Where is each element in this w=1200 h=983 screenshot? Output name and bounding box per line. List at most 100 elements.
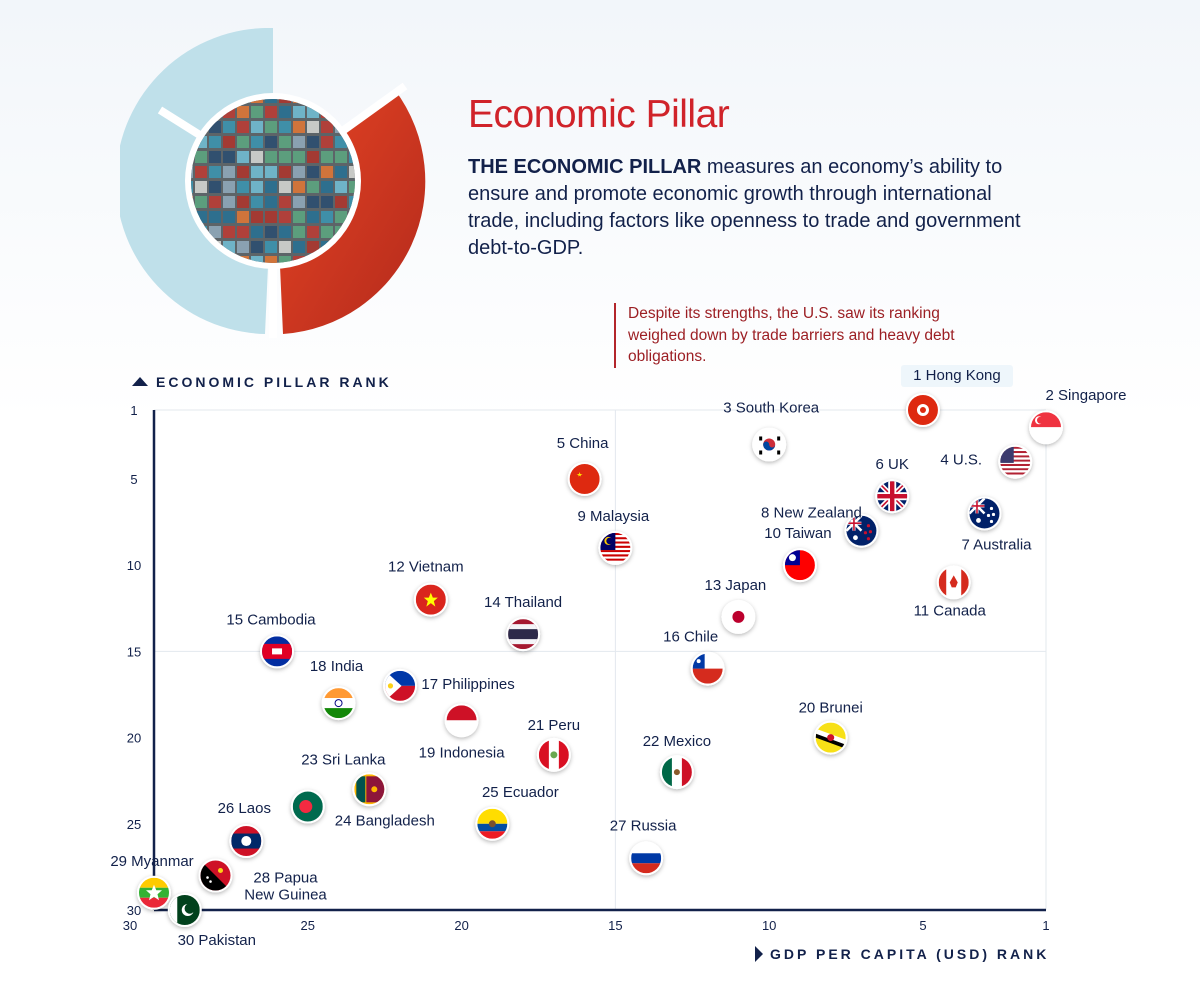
point-label: 30 Pakistan <box>178 932 256 949</box>
point-label: 13 Japan <box>705 577 767 594</box>
marker-ring <box>936 565 971 600</box>
canada-flag-icon <box>938 567 969 598</box>
data-point: 23 Sri Lanka <box>301 751 387 807</box>
marker-ring <box>444 703 479 738</box>
bangladesh-flag-icon <box>292 791 323 822</box>
data-point: 14 Thailand <box>484 594 562 652</box>
point-label: 12 Vietnam <box>388 559 464 576</box>
uk-flag-icon <box>877 481 908 512</box>
y-tick-label: 15 <box>127 644 141 659</box>
data-point: 12 Vietnam <box>388 559 464 617</box>
y-tick-label: 5 <box>130 472 137 487</box>
marker-ring <box>598 530 633 565</box>
marker-ring <box>383 668 418 703</box>
marker-ring <box>875 479 910 514</box>
x-tick-label: 30 <box>123 918 137 933</box>
point-label: 19 Indonesia <box>419 744 506 761</box>
data-point: 16 Chile <box>663 629 725 686</box>
pakistan-flag-icon <box>169 895 200 925</box>
ecuador-flag-icon <box>477 808 508 839</box>
data-point: 11 Canada <box>914 565 987 619</box>
marker-ring <box>413 582 448 617</box>
point-label: 5 China <box>557 435 609 452</box>
point-label: 26 Laos <box>218 800 271 817</box>
data-point: 15 Cambodia <box>226 611 316 669</box>
marker-ring <box>752 427 787 462</box>
data-point: 25 Ecuador <box>475 784 559 841</box>
vietnam-flag-icon <box>415 584 446 615</box>
donut-light-segment <box>120 28 273 334</box>
marker-ring <box>659 755 694 790</box>
china-flag-icon <box>569 463 600 494</box>
thailand-flag-icon <box>508 619 539 650</box>
marker-ring <box>352 772 387 807</box>
y-tick-label: 25 <box>127 817 141 832</box>
marker-ring <box>721 599 756 634</box>
data-point: 8 New Zealand <box>761 505 879 548</box>
page-title: Economic Pillar <box>468 93 730 136</box>
data-point: 22 Mexico <box>643 733 711 790</box>
point-label: 24 Bangladesh <box>335 813 435 830</box>
marker-ring <box>567 461 602 496</box>
us-annotation: Despite its strengths, the U.S. saw its … <box>614 303 974 368</box>
y-tick-label: 20 <box>127 731 141 746</box>
data-point: 20 Brunei <box>799 700 863 755</box>
south-korea-flag-icon <box>754 429 785 460</box>
data-point: 7 Australia <box>961 496 1032 553</box>
point-label: 4 U.S. <box>940 452 982 469</box>
marker-ring <box>536 737 571 772</box>
new-zealand-flag-icon <box>846 515 877 546</box>
data-point: 18 India <box>310 658 364 721</box>
x-tick-label: 10 <box>762 918 776 933</box>
peru-flag-icon <box>538 739 569 770</box>
point-label: 7 Australia <box>961 536 1032 553</box>
data-point: 6 UK <box>875 456 910 514</box>
point-label: 6 UK <box>876 456 909 473</box>
x-axis-arrow-icon <box>755 946 763 962</box>
point-label: 23 Sri Lanka <box>301 751 386 768</box>
data-point: 21 Peru <box>528 717 581 772</box>
marker-ring <box>229 824 264 859</box>
taiwan-flag-icon <box>784 550 815 581</box>
sri-lanka-flag-icon <box>354 774 385 805</box>
donut-graphic <box>120 28 426 338</box>
marker-ring <box>813 720 848 755</box>
point-label: 22 Mexico <box>643 733 711 750</box>
point-label: 17 Philippines <box>421 676 514 693</box>
australia-flag-icon <box>969 498 1000 529</box>
marker-ring <box>137 875 171 910</box>
y-tick-label: 30 <box>127 903 141 918</box>
point-label: 21 Peru <box>528 717 581 734</box>
data-point: 5 China <box>557 435 609 496</box>
data-point: 24 Bangladesh <box>290 789 435 830</box>
point-label: 18 India <box>310 658 364 675</box>
philippines-flag-icon <box>385 670 416 701</box>
container-photo <box>191 99 355 263</box>
laos-flag-icon <box>231 826 262 857</box>
point-label: 8 New Zealand <box>761 505 862 522</box>
marker-ring <box>198 858 233 893</box>
point-label: 28 Papua New Guinea <box>244 870 327 904</box>
brunei-flag-icon <box>815 722 846 753</box>
data-point: 27 Russia <box>610 817 677 876</box>
data-point: 9 Malaysia <box>578 508 650 565</box>
data-point: 29 Myanmar <box>110 853 194 910</box>
point-label: 20 Brunei <box>799 700 863 717</box>
data-point: 19 Indonesia <box>419 703 506 761</box>
marker-ring <box>475 806 510 841</box>
description-bold: THE ECONOMIC PILLAR <box>468 156 702 178</box>
point-label: 11 Canada <box>914 602 987 619</box>
data-point: 10 Taiwan <box>764 525 832 583</box>
marker-ring <box>690 651 725 686</box>
point-label: 27 Russia <box>610 817 677 834</box>
myanmar-flag-icon <box>139 877 169 908</box>
cambodia-flag-icon <box>262 636 293 667</box>
point-label: 15 Cambodia <box>226 611 316 628</box>
marker-ring <box>290 789 325 824</box>
russia-flag-icon <box>631 843 662 874</box>
data-point: 26 Laos <box>218 800 271 859</box>
point-label: 10 Taiwan <box>764 525 831 542</box>
x-tick-label: 1 <box>1042 918 1049 933</box>
marker-ring <box>967 496 1002 531</box>
data-point: 28 Papua New Guinea <box>198 858 327 904</box>
